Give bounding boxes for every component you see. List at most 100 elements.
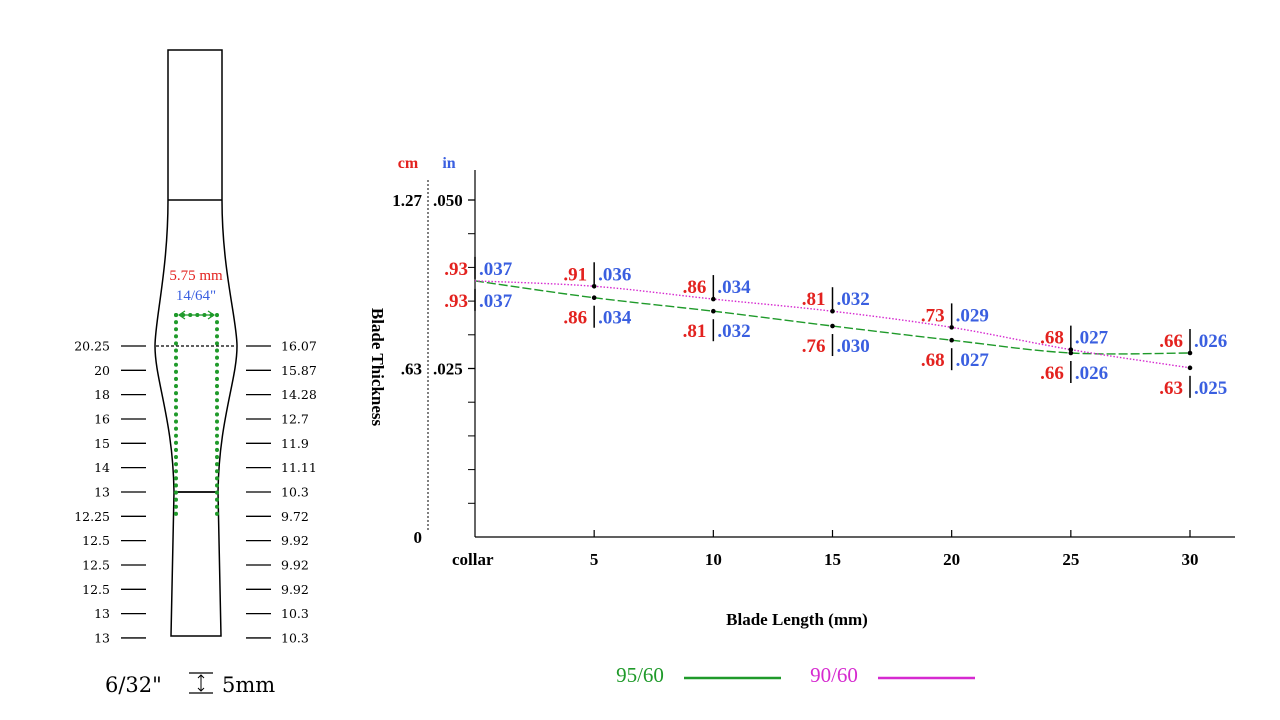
data-labels: .93 .037 .86 .034 .81 .032 .76 .030 .68 .027 .66 .0…: [444, 256, 1227, 399]
unit-label-cm: cm: [398, 155, 419, 172]
width-mm-label: 5.75 mm: [169, 268, 223, 284]
caption-inches: 6/32": [105, 673, 162, 697]
data-label-in: .037: [479, 291, 513, 312]
data-label-cm: .66: [1040, 363, 1064, 384]
data-label-in: .026: [1194, 331, 1227, 352]
x-ticks: collar 5 10 15 20 25 30: [452, 530, 1199, 569]
y-tick-labels: 1.27 .050 .63 .025 0: [392, 191, 463, 547]
x-axis-title: Blade Length (mm): [726, 610, 868, 629]
blade-outline: [154, 49, 238, 637]
left-width-label: 12.5: [82, 533, 110, 548]
left-width-label: 13: [94, 484, 110, 499]
legend: 95/60 90/60: [616, 663, 975, 687]
right-width-label: 9.92: [281, 533, 309, 548]
unit-label-in: in: [442, 155, 455, 172]
data-label-cm: .76: [802, 336, 826, 357]
data-label-cm: .86: [563, 308, 587, 329]
left-width-label: 14: [94, 460, 110, 475]
right-width-label: 9.72: [281, 509, 309, 524]
left-width-label: 12.25: [74, 509, 110, 524]
data-point-95-60: [1187, 350, 1193, 356]
data-point-95-60: [1068, 350, 1074, 356]
data-label-in: .032: [837, 289, 870, 310]
left-width-label: 13: [94, 630, 110, 645]
y-axis-title: Blade Thickness: [368, 308, 387, 427]
right-width-label: 10.3: [281, 606, 309, 621]
left-width-label: 20.25: [74, 339, 110, 354]
data-label-cm: .68: [1040, 328, 1064, 349]
thickness-chart: cm in 1.27 .050 .63 .025 0 collar 5 10 15 20 25 30…: [368, 155, 1235, 629]
right-width-label: 10.3: [281, 484, 309, 499]
data-label-cm: .66: [1159, 331, 1183, 352]
data-markers: [591, 283, 1193, 371]
y-minor-ticks: [468, 199, 475, 504]
right-width-label: 9.92: [281, 582, 309, 597]
data-label-in: .032: [717, 321, 750, 342]
data-label-cm: .93: [444, 291, 468, 312]
y-tick-label-cm: .63: [401, 360, 422, 379]
left-width-label: 12.5: [82, 582, 110, 597]
data-point-95-60: [711, 308, 716, 314]
y-tick-label-cm: 0: [414, 528, 423, 547]
left-width-label: 16: [94, 411, 110, 426]
left-width-label: 12.5: [82, 557, 110, 572]
data-label-in: .025: [1194, 378, 1227, 399]
data-label-cm: .93: [444, 259, 468, 280]
y-tick-label-in: .025: [433, 360, 463, 379]
y-tick-label-cm: 1.27: [392, 191, 422, 210]
right-width-label: 11.11: [281, 460, 317, 475]
right-width-label: 11.9: [281, 436, 309, 451]
data-label-in: .030: [837, 336, 870, 357]
data-point-90-60: [591, 283, 597, 289]
data-label-cm: .73: [921, 305, 945, 326]
caption-mm: 5mm: [222, 673, 275, 697]
data-label-cm: .81: [802, 289, 826, 310]
data-label-cm: .86: [683, 277, 707, 298]
width-arrow-left-head: [177, 310, 186, 320]
data-point-90-60: [830, 308, 835, 314]
x-tick-label: collar: [452, 550, 494, 569]
data-label-in: .027: [956, 350, 990, 371]
data-point-90-60: [949, 325, 954, 330]
data-label-in: .029: [956, 305, 989, 326]
width-arrow-right-head: [207, 310, 216, 320]
data-label-in: .034: [598, 308, 632, 329]
data-label-in: .034: [717, 277, 751, 298]
data-point-95-60: [830, 323, 835, 329]
right-width-label: 12.7: [281, 411, 309, 426]
right-width-label: 14.28: [281, 387, 317, 402]
y-tick-label-in: .050: [433, 191, 463, 210]
right-width-label: 16.07: [281, 339, 317, 354]
data-label-in: .037: [479, 259, 513, 280]
data-point-90-60: [1187, 365, 1193, 371]
data-label-cm: .68: [921, 350, 945, 371]
data-point-90-60: [711, 296, 716, 302]
left-width-label: 13: [94, 606, 110, 621]
left-width-label: 15: [94, 436, 110, 451]
data-label-cm: .63: [1159, 378, 1183, 399]
legend-label-95-60: 95/60: [616, 663, 664, 687]
width-in-label: 14/64": [176, 288, 216, 304]
x-tick-label: 25: [1062, 550, 1079, 569]
legend-label-90-60: 90/60: [810, 663, 858, 687]
data-label-cm: .91: [563, 264, 587, 285]
data-point-95-60: [949, 337, 954, 343]
right-width-label: 9.92: [281, 557, 309, 572]
left-width-label: 20: [94, 363, 110, 378]
x-tick-label: 10: [705, 550, 722, 569]
data-label-cm: .81: [683, 321, 707, 342]
x-tick-label: 30: [1182, 550, 1199, 569]
left-width-label: 18: [94, 387, 110, 402]
data-point-95-60: [591, 295, 597, 301]
x-tick-label: 15: [824, 550, 841, 569]
right-width-labels: 16.07 15.87 14.28 12.7 11.9 11.11 10.3 9.72 9.92…: [246, 339, 317, 645]
right-width-label: 15.87: [281, 363, 317, 378]
right-width-label: 10.3: [281, 630, 309, 645]
data-label-in: .027: [1075, 328, 1109, 349]
blade-profile-diagram: 5.75 mm 14/64" 20.25 20 18 16 15 14 13 12.25 12.…: [74, 49, 317, 697]
x-tick-label: 20: [943, 550, 960, 569]
data-point-90-60: [1068, 347, 1074, 352]
left-width-labels: 20.25 20 18 16 15 14 13 12.25 12.5 12.5 12.5 13 13: [74, 339, 146, 645]
x-tick-label: 5: [590, 550, 599, 569]
